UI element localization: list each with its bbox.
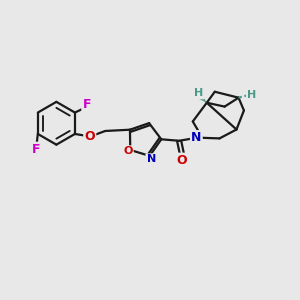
Text: N: N (191, 131, 202, 144)
Text: H: H (194, 88, 203, 98)
Text: N: N (146, 154, 156, 164)
Text: F: F (82, 98, 91, 111)
Text: O: O (85, 130, 95, 143)
Text: O: O (123, 146, 133, 157)
Polygon shape (198, 95, 207, 103)
Text: H: H (247, 90, 256, 100)
Text: O: O (177, 154, 188, 167)
Text: F: F (32, 143, 40, 156)
